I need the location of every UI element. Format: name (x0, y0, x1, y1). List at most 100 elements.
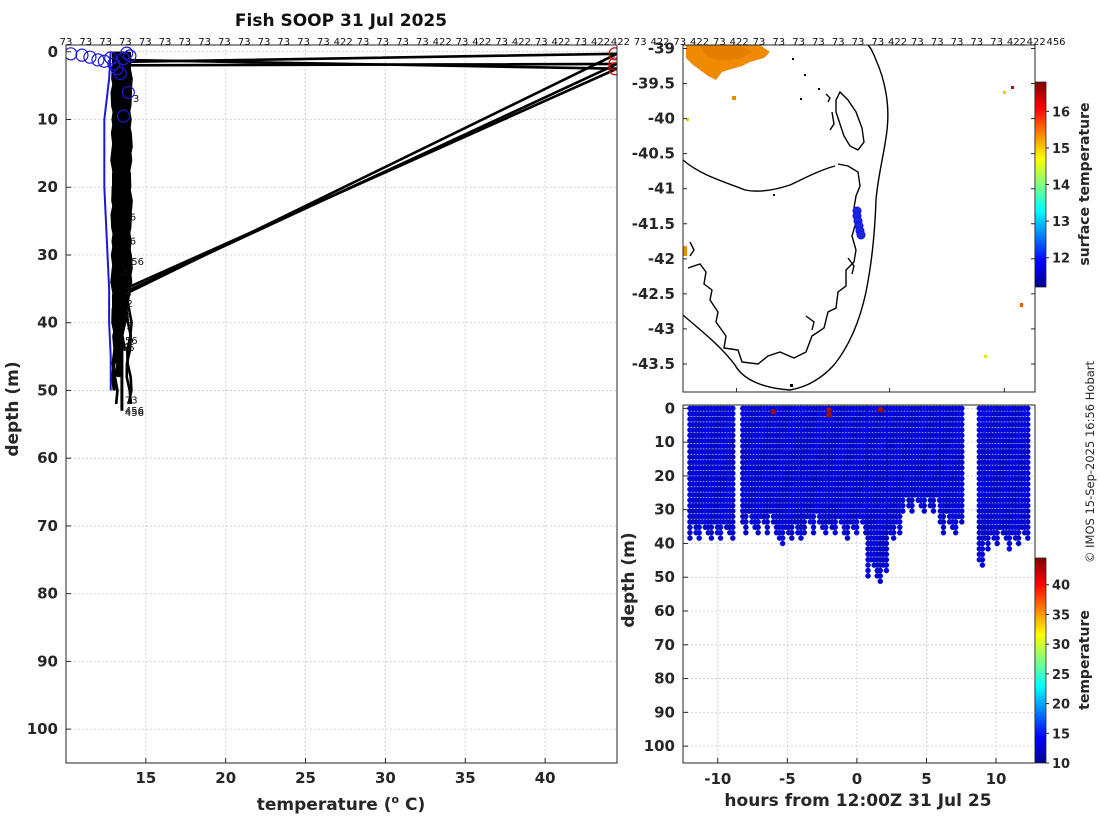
time-y-axis-label: depth (m) (619, 532, 639, 627)
cast-point (1024, 432, 1031, 439)
cast-point (730, 443, 736, 450)
cast-group (937, 405, 965, 536)
cast-point (940, 513, 947, 520)
top-profile-label: 73 (396, 37, 409, 48)
time-y-tick-label: 50 (654, 568, 675, 586)
top-profile-label: 73 (792, 37, 805, 48)
hot-point (770, 408, 777, 415)
top-profile-label: 422 (512, 37, 531, 48)
y-tick-label: 40 (37, 314, 58, 332)
top-profile-label: 73 (812, 37, 825, 48)
cast-point (1015, 540, 1022, 547)
cast-point (930, 497, 937, 504)
top-profile-label: 422 (1007, 37, 1026, 48)
map-lat-label: -41.5 (632, 215, 675, 233)
cast-point (853, 524, 860, 531)
cast-point (730, 405, 736, 412)
cast-point (1024, 410, 1031, 417)
cast-point (730, 519, 736, 525)
cast-point (844, 535, 851, 541)
time-y-tick-label: 30 (654, 501, 675, 519)
cast-point (810, 529, 817, 536)
cast-point (810, 513, 817, 520)
y-tick-label: 0 (48, 43, 58, 61)
cast-point (959, 502, 965, 509)
cast-point (755, 529, 761, 536)
cast-point (708, 524, 715, 531)
cast-point (877, 578, 884, 585)
cast-point (1024, 465, 1031, 471)
profile-label: 456 (125, 406, 144, 417)
x-axis-label: temperature (o C) (257, 793, 426, 815)
cast-point (743, 524, 749, 531)
top-profile-label: 456 (1046, 37, 1065, 48)
colorbar-tick-label: 25 (1052, 668, 1070, 683)
time-y-tick-label: 90 (654, 703, 675, 721)
cast-point (952, 529, 959, 536)
time-x-tick-label: 5 (921, 770, 931, 788)
cast-point (730, 486, 736, 493)
profile-label: 6 (130, 213, 136, 224)
cast-point (730, 427, 736, 433)
cast-point (730, 421, 736, 428)
top-profile-label: 73 (277, 37, 290, 48)
cast-point (959, 508, 965, 514)
cast-point (755, 519, 761, 525)
top-profile-label: 422 (611, 37, 630, 48)
cast-point (708, 535, 715, 541)
cast-group (884, 405, 903, 541)
y-tick-label: 10 (37, 111, 58, 129)
cast-point (883, 567, 890, 574)
top-profile-label: 73 (911, 37, 924, 48)
cast-point (743, 513, 749, 520)
cast-point (764, 519, 771, 525)
cast-point (687, 535, 693, 541)
cast-point (730, 410, 736, 417)
cast-point (940, 519, 947, 525)
cast-point (1024, 529, 1031, 536)
cast-point (708, 529, 715, 536)
y-tick-label: 20 (37, 178, 58, 196)
cast-point (1024, 427, 1031, 433)
cast-point (930, 502, 937, 509)
cast-point (1015, 529, 1022, 536)
cast-point (959, 432, 965, 439)
cast-point (1024, 459, 1031, 466)
chart-title: Fish SOOP 31 Jul 2025 (235, 11, 447, 31)
colorbar-tick-label: 10 (1052, 757, 1070, 772)
map-lat-label: -39 (648, 40, 675, 58)
cast-point (687, 529, 693, 536)
time-x-tick-label: 0 (852, 770, 862, 788)
cast-point (1024, 437, 1031, 444)
cast-point (801, 529, 808, 536)
map-lat-label: -41 (648, 180, 675, 198)
y-tick-label: 70 (37, 517, 58, 535)
profile-label: 3 (122, 267, 128, 278)
top-profile-label: 422 (551, 37, 570, 48)
cast-point (959, 443, 965, 450)
top-profile-label: 422 (334, 37, 353, 48)
cast-group (770, 405, 804, 547)
cast-point (1024, 421, 1031, 428)
cast-point (1024, 508, 1031, 514)
profile-cast-line (113, 51, 121, 364)
surface-point (113, 66, 127, 81)
cast-point (940, 524, 947, 531)
cast-point (730, 513, 736, 520)
time-y-tick-label: 60 (654, 602, 675, 620)
cast-point (959, 437, 965, 444)
top-profile-label: 73 (673, 37, 686, 48)
cast-point (801, 519, 808, 525)
cast-point (832, 529, 839, 536)
cast-point (730, 437, 736, 444)
cast-point (883, 535, 890, 541)
cast-point (717, 529, 724, 536)
colorbar-tick-label: 15 (1052, 727, 1070, 742)
top-profile-label: 73 (832, 37, 845, 48)
cast-point (798, 535, 804, 541)
x-tick-label: 25 (295, 769, 316, 787)
ship-track (852, 206, 866, 240)
profile-label: 456 (125, 408, 144, 419)
cast-point (844, 524, 851, 531)
